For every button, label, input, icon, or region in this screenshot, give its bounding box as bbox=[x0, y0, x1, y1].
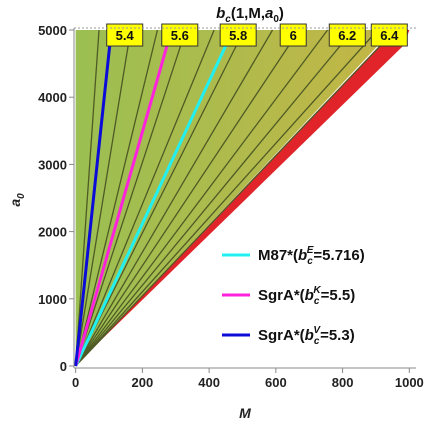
contour-line bbox=[75, 29, 329, 367]
x-tick-label: 1000 bbox=[395, 375, 424, 390]
title-args-var-sub: 0 bbox=[273, 14, 279, 25]
y-ticks: 0 1000 2000 3000 4000 5000 bbox=[38, 23, 74, 374]
contour-line bbox=[75, 29, 100, 367]
contour-tag: 6.2 bbox=[328, 23, 366, 47]
contour-line bbox=[75, 29, 300, 367]
series-line bbox=[74, 28, 236, 367]
x-tick-label: 0 bbox=[72, 375, 79, 390]
contour-line bbox=[75, 29, 159, 367]
contour-line bbox=[75, 29, 354, 367]
contour-line bbox=[75, 29, 187, 367]
legend-entry: SgrA*(bcV=5.3) bbox=[222, 325, 355, 347]
series-lines bbox=[74, 28, 236, 367]
contour-tag-label: 5.6 bbox=[171, 28, 189, 43]
legend-label: M87*(bcE=5.716) bbox=[258, 245, 365, 267]
x-axis-label: M bbox=[239, 405, 251, 421]
contour-line bbox=[75, 29, 396, 367]
legend-entry: M87*(bcE=5.716) bbox=[222, 245, 365, 267]
contour-tag-box bbox=[328, 23, 366, 47]
y-tick-label: 4000 bbox=[38, 90, 67, 105]
y-tick-label: 0 bbox=[60, 359, 67, 374]
contour-tag-label: 5.8 bbox=[229, 28, 247, 43]
contour-tag-label: 5.4 bbox=[116, 28, 135, 43]
series-line bbox=[74, 28, 174, 367]
series-line bbox=[74, 28, 114, 367]
plot-region bbox=[74, 28, 410, 367]
contour-tag-box bbox=[279, 23, 307, 47]
contour-tag: 6.4 bbox=[370, 23, 408, 47]
contour-tag: 5.4 bbox=[106, 23, 144, 47]
contour-lines bbox=[75, 29, 396, 367]
y-label-main: a bbox=[7, 199, 23, 207]
contour-line bbox=[75, 29, 379, 367]
contour-tag: 5.6 bbox=[161, 23, 199, 47]
x-tick-label: 200 bbox=[132, 375, 154, 390]
y-tick-label: 5000 bbox=[38, 23, 67, 38]
excluded-region bbox=[80, 30, 410, 360]
contour-tag: 5.8 bbox=[219, 23, 257, 47]
contour-line bbox=[75, 29, 245, 367]
x-tick-label: 600 bbox=[265, 375, 287, 390]
title-args-suffix: ) bbox=[279, 5, 284, 22]
x-tick-label: 400 bbox=[198, 375, 220, 390]
title-sub: c bbox=[225, 14, 231, 25]
contour-line bbox=[75, 29, 215, 367]
contour-tag-label: 6 bbox=[290, 28, 297, 43]
contour-tag-box bbox=[106, 23, 144, 47]
title-args-prefix: (1,M, bbox=[231, 5, 265, 22]
x-tick-label: 800 bbox=[332, 375, 354, 390]
y-tick-label: 2000 bbox=[38, 225, 67, 240]
chart-title: bc(1,M,a0) bbox=[216, 5, 284, 25]
x-ticks: 0 200 400 600 800 1000 bbox=[72, 368, 424, 390]
y-axis-label: a0 bbox=[7, 193, 27, 207]
legend-label: SgrA*(bcK=5.5) bbox=[258, 285, 355, 307]
y-tick-label: 1000 bbox=[38, 292, 67, 307]
title-main: b bbox=[216, 5, 225, 22]
contour-line bbox=[75, 29, 274, 367]
contour-tags: 5.4 5.6 5.8 6 6.2 6.4 bbox=[106, 23, 408, 47]
contour-tag-box bbox=[161, 23, 199, 47]
contour-tag: 6 bbox=[279, 23, 307, 47]
contour-tag-box bbox=[219, 23, 257, 47]
legend: M87*(bcE=5.716) SgrA*(bcK=5.5) SgrA*(bcV=5… bbox=[222, 245, 365, 347]
y-tick-label: 3000 bbox=[38, 157, 67, 172]
contour-line bbox=[75, 29, 132, 367]
contour-tag-label: 6.2 bbox=[338, 28, 356, 43]
contour-tag-label: 6.4 bbox=[380, 28, 399, 43]
axes: 0 200 400 600 800 1000 0 1000 2000 3000 4000 5000 bbox=[38, 23, 424, 390]
title-args-var: a bbox=[265, 5, 273, 22]
legend-entry: SgrA*(bcK=5.5) bbox=[222, 285, 355, 307]
legend-label: SgrA*(bcV=5.3) bbox=[258, 325, 355, 347]
y-label-sub: 0 bbox=[16, 193, 27, 199]
contour-tag-box bbox=[370, 23, 408, 47]
